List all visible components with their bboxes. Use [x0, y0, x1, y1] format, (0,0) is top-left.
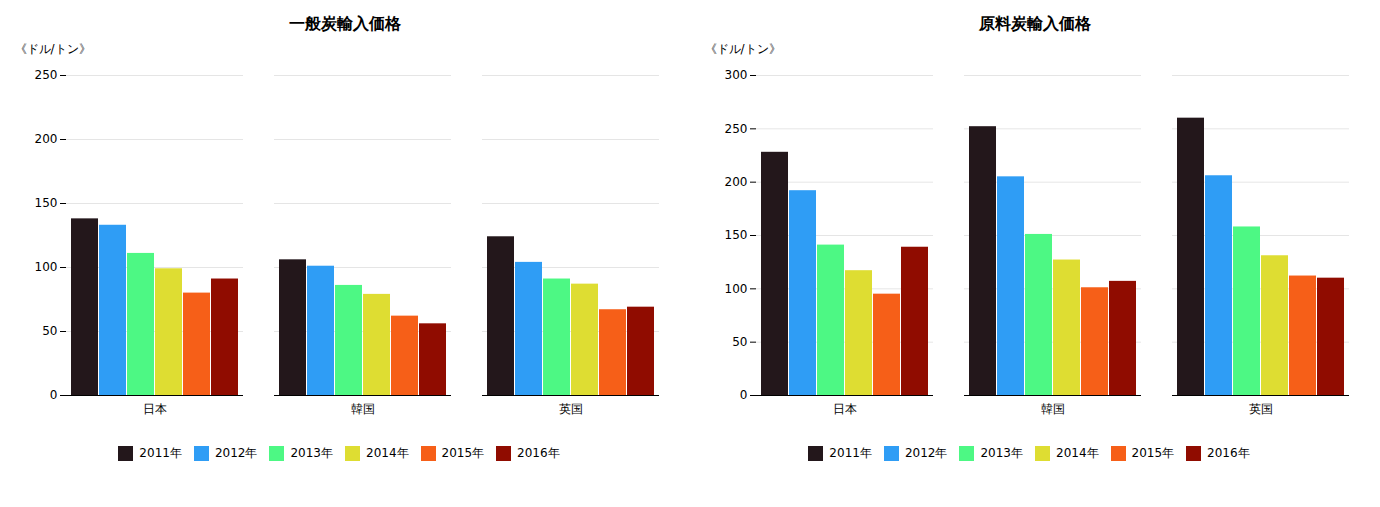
html-text:2013年: 2013年: [290, 446, 333, 460]
svg-text:0: 0: [740, 388, 748, 402]
svg-text:0: 0: [50, 388, 58, 402]
svg-text:日本: 日本: [143, 402, 167, 416]
svg-text:韓国: 韓国: [1041, 402, 1065, 416]
svg-text:《ドル/トン》: 《ドル/トン》: [705, 42, 781, 56]
html-text:2016年: 2016年: [1207, 446, 1250, 460]
svg-text:100: 100: [725, 282, 748, 296]
svg-text:200: 200: [725, 175, 748, 189]
svg-text:《ドル/トン》: 《ドル/トン》: [15, 42, 91, 56]
svg-text:50: 50: [42, 324, 57, 338]
svg-text:150: 150: [35, 196, 58, 210]
html-text:一般炭輸入価格: 一般炭輸入価格: [289, 14, 401, 33]
html-text:2014年: 2014年: [366, 446, 409, 460]
html-text:2012年: 2012年: [904, 446, 948, 460]
html-text:2015年: 2015年: [1131, 446, 1175, 460]
svg-text:300: 300: [725, 68, 748, 82]
svg-text:250: 250: [35, 68, 58, 82]
svg-text:英国: 英国: [1249, 402, 1273, 416]
html-text:2013年: 2013年: [980, 446, 1023, 460]
svg-text:日本: 日本: [833, 402, 857, 416]
svg-text:韓国: 韓国: [351, 402, 375, 416]
svg-text:100: 100: [35, 260, 58, 274]
html-text:2012年: 2012年: [214, 446, 258, 460]
html-text:2016年: 2016年: [517, 446, 560, 460]
html-text:2014年: 2014年: [1056, 446, 1099, 460]
html-text:2011年: 2011年: [829, 446, 872, 460]
svg-text:250: 250: [725, 122, 748, 136]
svg-text:150: 150: [725, 228, 748, 242]
html-text:原料炭輸入価格: 原料炭輸入価格: [979, 14, 1091, 33]
svg-text:50: 50: [732, 335, 747, 349]
svg-text:200: 200: [35, 132, 58, 146]
svg-text:英国: 英国: [559, 402, 583, 416]
html-text:2015年: 2015年: [441, 446, 485, 460]
html-text:2011年: 2011年: [139, 446, 182, 460]
